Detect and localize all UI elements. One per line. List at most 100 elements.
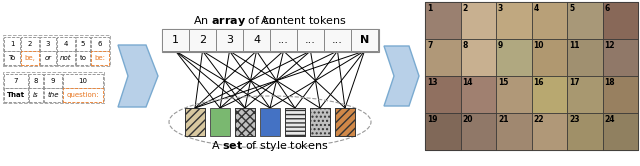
Text: 2: 2 [199,35,206,45]
Bar [260,108,280,136]
Bar [3,72,104,103]
Bar [335,108,355,136]
Text: 1: 1 [172,35,179,45]
Bar [57,37,75,51]
Bar [461,39,496,76]
Bar [531,39,567,76]
Bar [3,35,110,66]
Bar [531,113,567,150]
Bar [21,51,39,65]
Text: N: N [360,35,369,45]
Text: 10: 10 [79,78,88,84]
Text: 20: 20 [463,115,473,124]
Bar [425,113,461,150]
Bar [76,51,90,65]
Text: 21: 21 [498,115,509,124]
Text: 3: 3 [498,4,503,13]
Bar [496,76,531,113]
Bar [63,88,103,102]
Text: 4: 4 [253,35,260,45]
Text: 9: 9 [51,78,55,84]
Text: 22: 22 [534,115,544,124]
Bar [310,108,330,136]
Text: not: not [60,55,72,61]
Text: 10: 10 [534,41,544,50]
Polygon shape [118,45,158,107]
Bar [567,2,602,39]
Text: 8: 8 [463,41,468,50]
Text: 4: 4 [64,41,68,47]
Bar [285,108,305,136]
Text: 19: 19 [427,115,438,124]
Text: That: That [7,92,25,98]
Text: 3: 3 [226,35,233,45]
Bar [189,29,216,51]
Bar [21,37,39,51]
Bar [40,37,56,51]
Text: An ​: An ​ [261,16,279,26]
Bar [210,108,230,136]
Text: 6: 6 [98,41,102,47]
Text: 5: 5 [569,4,574,13]
Text: 7: 7 [427,41,433,50]
Bar [185,108,205,136]
Bar [335,108,355,136]
Bar [185,108,205,136]
Bar [44,74,62,88]
Bar [63,74,103,88]
Bar [235,108,255,136]
Text: question:: question: [67,92,99,98]
Text: ...: ... [278,35,289,45]
Text: be:: be: [95,55,106,61]
Text: 8: 8 [34,78,38,84]
Polygon shape [384,46,419,106]
Text: 17: 17 [569,78,580,87]
Bar [29,74,43,88]
Text: 6: 6 [605,4,610,13]
Text: 3: 3 [45,41,51,47]
Text: ...: ... [305,35,316,45]
Text: To: To [8,55,15,61]
Bar [270,29,297,51]
Bar [310,108,330,136]
Bar [243,29,270,51]
Text: 5: 5 [81,41,85,47]
Bar [91,51,109,65]
Bar [602,39,638,76]
Bar [285,108,305,136]
Bar [76,37,90,51]
Bar [425,39,461,76]
Text: 12: 12 [605,41,615,50]
Text: 14: 14 [463,78,473,87]
Bar [285,108,305,136]
Bar [602,113,638,150]
Text: to: to [79,55,86,61]
Bar [425,76,461,113]
Bar [496,113,531,150]
Bar [496,39,531,76]
Text: ...: ... [332,35,343,45]
Bar [602,2,638,39]
Text: 2: 2 [28,41,32,47]
Bar [29,88,43,102]
Text: 13: 13 [427,78,438,87]
Bar [4,88,28,102]
Bar [161,29,378,51]
Bar [567,39,602,76]
Text: 1: 1 [10,41,14,47]
Bar [235,108,255,136]
Bar [335,108,355,136]
Text: 23: 23 [569,115,579,124]
Text: 15: 15 [498,78,508,87]
Bar [531,2,567,39]
Text: 11: 11 [569,41,579,50]
Text: be,: be, [24,55,35,61]
Bar [185,108,205,136]
Text: 7: 7 [13,78,19,84]
Bar [44,88,62,102]
Text: 16: 16 [534,78,544,87]
Bar [4,37,20,51]
Bar [567,113,602,150]
Text: the: the [47,92,59,98]
Bar [91,37,109,51]
